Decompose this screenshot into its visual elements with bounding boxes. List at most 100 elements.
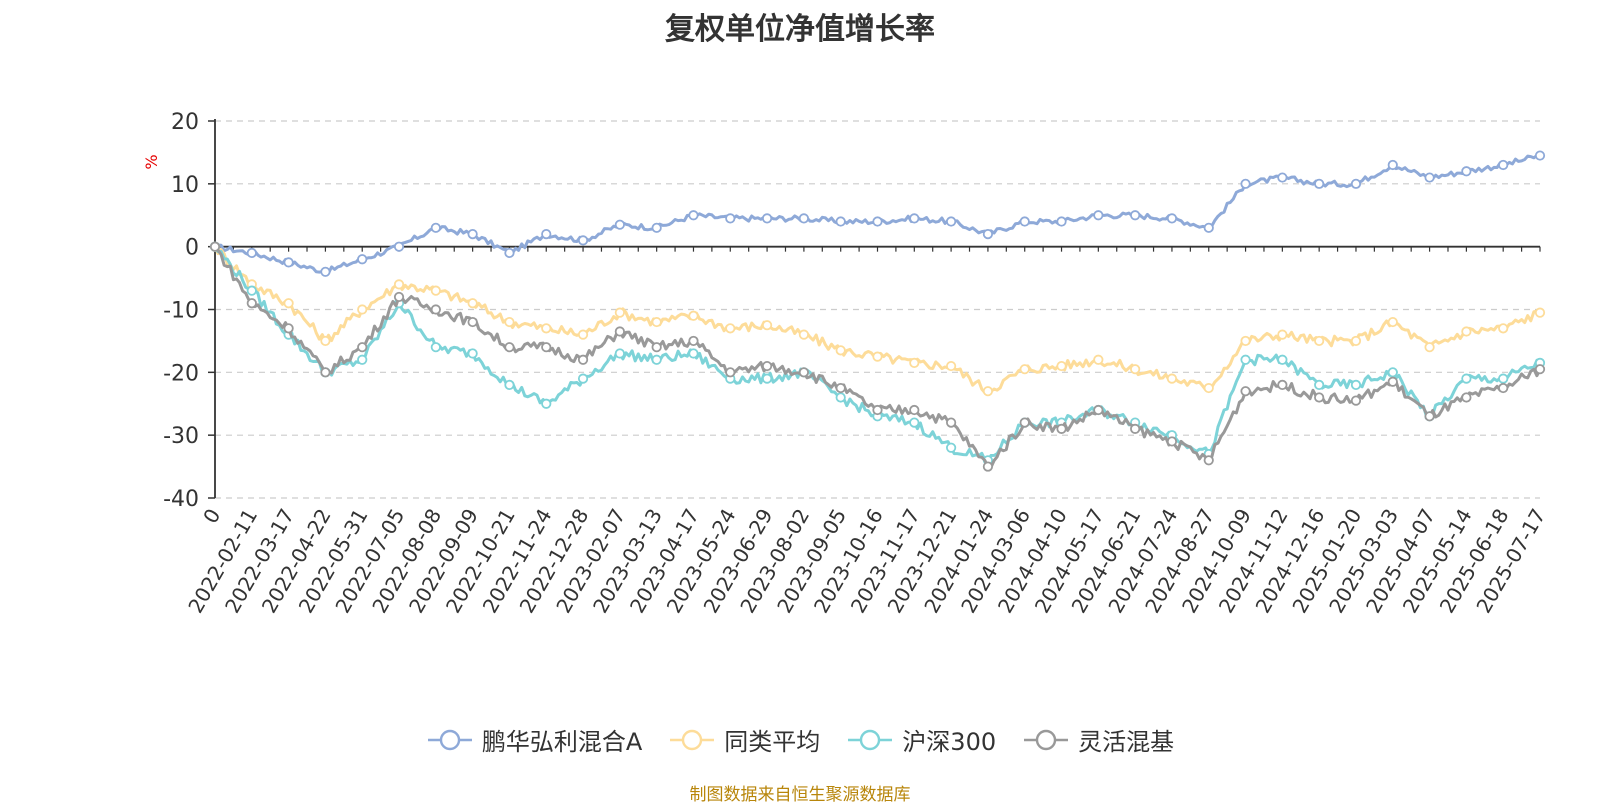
data-point	[393, 279, 405, 290]
legend-item[interactable]: 同类平均	[668, 722, 820, 757]
data-point	[651, 354, 662, 365]
data-point	[798, 213, 809, 224]
data-point	[1166, 436, 1178, 447]
data-point	[614, 326, 625, 337]
chart-title: 复权单位净值增长率	[665, 12, 935, 47]
data-point	[909, 404, 920, 416]
data-point	[357, 254, 368, 265]
data-point	[209, 241, 221, 252]
series-3	[209, 241, 1546, 472]
data-point	[1130, 364, 1141, 375]
data-point	[1203, 455, 1214, 466]
data-point	[1019, 216, 1030, 227]
data-point	[651, 222, 662, 233]
data-point	[1277, 379, 1288, 390]
data-point	[504, 342, 515, 353]
data-point	[357, 342, 368, 353]
data-point	[1240, 354, 1251, 365]
data-point	[946, 216, 957, 227]
series-0	[209, 150, 1546, 277]
data-point	[1461, 373, 1472, 384]
grid-lines	[215, 120, 1540, 499]
data-point	[1534, 364, 1546, 375]
data-point	[761, 213, 773, 224]
data-point	[946, 360, 957, 372]
data-point	[1314, 379, 1325, 390]
data-point	[835, 345, 846, 356]
data-point	[651, 342, 662, 353]
data-point	[1387, 316, 1398, 328]
data-point	[1387, 376, 1398, 387]
data-point	[688, 310, 699, 321]
data-point	[577, 329, 589, 340]
legend-item[interactable]: 灵活混基	[1022, 722, 1174, 757]
y-tick-label: -20	[163, 361, 199, 386]
legend-swatch-icon	[670, 729, 715, 750]
data-point	[357, 354, 368, 365]
data-point	[688, 210, 699, 221]
legend: 鹏华弘利混合A 同类平均 沪深300 灵活混基	[0, 722, 1600, 757]
data-point	[393, 241, 405, 252]
data-point	[835, 382, 846, 394]
y-tick-label: -10	[163, 299, 199, 324]
x-tick-label: 0	[198, 505, 225, 528]
data-point	[467, 298, 478, 309]
data-point	[1424, 172, 1435, 183]
data-point	[283, 323, 294, 334]
data-point	[688, 335, 699, 347]
data-point	[909, 357, 920, 369]
legend-label: 同类平均	[724, 728, 821, 756]
data-point	[1314, 392, 1325, 403]
data-point	[1387, 367, 1398, 378]
data-point	[541, 323, 552, 334]
data-point	[1424, 342, 1435, 353]
data-point	[430, 342, 441, 353]
data-point	[1498, 373, 1509, 384]
data-point	[725, 323, 736, 334]
data-point	[246, 285, 257, 296]
legend-label: 灵活混基	[1078, 728, 1175, 756]
data-point	[246, 298, 257, 309]
data-point	[283, 298, 294, 309]
y-tick-label: 0	[185, 236, 199, 261]
data-point	[1350, 379, 1362, 390]
data-point	[1424, 411, 1435, 422]
data-point	[946, 442, 957, 453]
data-point	[614, 219, 625, 230]
data-point	[1166, 213, 1178, 224]
data-point	[1130, 210, 1141, 221]
data-point	[761, 360, 773, 372]
data-point	[430, 222, 441, 233]
data-point	[1461, 326, 1472, 337]
data-point	[541, 342, 552, 353]
data-point	[1019, 364, 1030, 375]
series-lines	[209, 150, 1546, 472]
legend-swatch-icon	[848, 729, 893, 750]
data-point	[1203, 382, 1214, 394]
data-point	[1240, 335, 1251, 347]
data-point	[1498, 159, 1509, 171]
data-point	[798, 329, 809, 340]
data-point	[393, 291, 405, 303]
data-point	[982, 386, 994, 397]
data-point	[504, 379, 515, 390]
data-point	[320, 335, 331, 347]
data-point	[909, 213, 920, 224]
data-point	[614, 348, 625, 359]
data-point	[1277, 172, 1288, 183]
data-point	[357, 304, 368, 315]
data-point	[835, 392, 846, 403]
data-point	[1387, 159, 1398, 171]
data-point	[430, 304, 441, 315]
data-point	[504, 247, 515, 259]
data-point	[430, 285, 441, 296]
legend-item[interactable]: 鹏华弘利混合A	[426, 722, 642, 757]
data-point	[1498, 382, 1509, 394]
data-point	[835, 216, 846, 227]
legend-label: 鹏华弘利混合A	[481, 728, 643, 756]
data-point	[541, 229, 552, 240]
data-point	[1056, 216, 1067, 227]
data-point	[1350, 335, 1362, 347]
data-point	[725, 367, 736, 378]
legend-item[interactable]: 沪深300	[846, 722, 996, 757]
